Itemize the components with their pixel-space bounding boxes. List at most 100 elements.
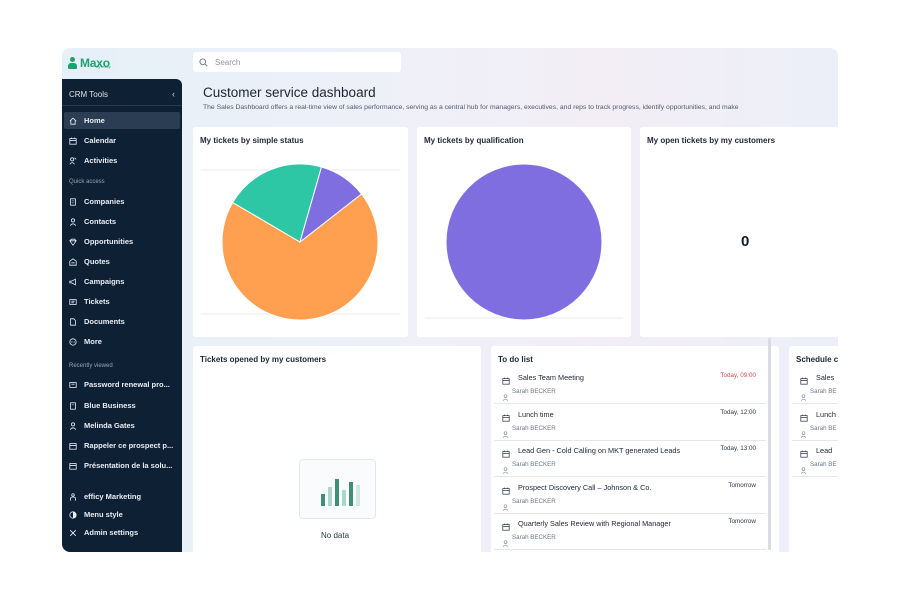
- calendar-icon: [69, 462, 77, 470]
- todo-title: Sales Team Meeting: [518, 373, 584, 382]
- more-icon: [69, 337, 77, 346]
- collapse-sidebar-icon[interactable]: ‹: [172, 89, 175, 99]
- sidebar-item-campaigns[interactable]: Campaigns: [64, 273, 180, 290]
- crm-tools-header: CRM Tools ‹: [69, 87, 175, 101]
- sidebar-item-label: Documents: [84, 317, 125, 326]
- card-tickets-by-qualification: My tickets by qualification: [417, 127, 631, 337]
- card-title: Tickets opened by my customers: [200, 355, 327, 364]
- todo-person: Sarah BECKER: [512, 461, 556, 468]
- todo-scrollbar[interactable]: [768, 338, 771, 550]
- todo-date: Today, 12:00: [720, 408, 756, 416]
- sidebar-item-companies[interactable]: Companies: [64, 193, 180, 210]
- todo-title: Lead Gen - Cold Calling on MKT generated…: [518, 446, 681, 455]
- todo-item[interactable]: Prospect Discovery Call – Johnson & Co. T…: [494, 477, 766, 514]
- crm-tools-title: CRM Tools: [69, 89, 108, 99]
- person-icon: [502, 534, 509, 547]
- calendar-icon: [502, 445, 510, 458]
- schedule-item[interactable]: Lead Sarah BE: [792, 440, 838, 477]
- recent-item-label: Rappeler ce prospect p...: [84, 441, 174, 450]
- sidebar-item-label: Tickets: [84, 297, 110, 306]
- recent-item-rappeler[interactable]: Rappeler ce prospect p...: [64, 437, 180, 454]
- todo-item[interactable]: Lead Gen - Cold Calling on MKT generated…: [494, 440, 766, 477]
- card-tickets-by-status: My tickets by simple status: [193, 127, 408, 337]
- schedule-person: Sarah BE: [810, 461, 837, 468]
- sidebar-item-activities[interactable]: Activities: [64, 152, 180, 169]
- todo-item[interactable]: Sales Team Meeting Today, 09:00 Sarah BECK…: [494, 367, 766, 404]
- recent-item-blue-business[interactable]: Blue Business: [64, 397, 180, 414]
- sidebar-item-admin-settings[interactable]: Admin settings: [64, 524, 180, 541]
- person-icon: [502, 388, 509, 401]
- todo-date: Tomorrow: [728, 518, 756, 525]
- ticket-icon: [69, 298, 77, 306]
- schedule-item[interactable]: Sales Sarah BE: [792, 367, 838, 404]
- calendar-icon: [502, 518, 510, 531]
- sidebar-item-contacts[interactable]: Contacts: [64, 213, 180, 230]
- sidebar-item-tickets[interactable]: Tickets: [64, 293, 180, 310]
- sidebar-item-label: More: [84, 337, 102, 346]
- pie-slice[interactable]: [299, 166, 363, 244]
- marketing-icon: [69, 492, 77, 501]
- search-bar[interactable]: [193, 52, 401, 72]
- maxo-logo-icon: [68, 57, 77, 69]
- page-description: The Sales Dashboard offers a real-time v…: [203, 104, 739, 111]
- search-icon: [199, 57, 208, 67]
- person-icon: [502, 425, 509, 438]
- sidebar-item-label: Calendar: [84, 136, 117, 145]
- recent-item-melinda-gates[interactable]: Melinda Gates: [64, 417, 180, 434]
- todo-person: Sarah BECKER: [512, 424, 556, 432]
- card-title: To do list: [498, 355, 533, 364]
- app-frame: Maxo by efficy CRM Tools ‹ Home Calendar…: [62, 48, 838, 552]
- sidebar-item-efficy-marketing[interactable]: efficy Marketing: [64, 488, 180, 505]
- todo-title: Quarterly Sales Review with Regional Man…: [518, 519, 671, 528]
- schedule-person: Sarah BE: [810, 388, 837, 395]
- sidebar-item-opportunities[interactable]: Opportunities: [64, 233, 180, 250]
- search-input[interactable]: [215, 57, 385, 67]
- pie-slice[interactable]: [445, 163, 603, 321]
- todo-title: Lunch time: [518, 409, 554, 419]
- person-icon: [800, 461, 807, 474]
- card-title: My tickets by qualification: [424, 136, 524, 145]
- todo-date: Today, 09:00: [720, 372, 756, 379]
- calendar-icon: [69, 442, 77, 450]
- person-icon: [800, 388, 807, 401]
- home-icon: [69, 117, 77, 125]
- activities-icon: [69, 156, 77, 165]
- sidebar-item-quotes[interactable]: Quotes: [64, 253, 180, 270]
- pie-slice[interactable]: [221, 193, 379, 321]
- recent-item-label: Melinda Gates: [84, 421, 135, 430]
- sidebar-divider: [62, 105, 182, 106]
- sidebar-item-menu-style[interactable]: Menu style: [64, 506, 180, 523]
- sidebar-item-more[interactable]: More: [64, 333, 180, 350]
- sidebar-item-calendar[interactable]: Calendar: [64, 132, 180, 149]
- recent-item-label: Password renewal pro...: [84, 380, 170, 389]
- card-schedule: Schedule c Sales Sarah BE Lunch Sarah BE Lea…: [789, 346, 838, 552]
- recent-item-label: Blue Business: [84, 401, 136, 410]
- calendar-icon: [69, 137, 77, 145]
- schedule-person: Sarah BE: [810, 424, 837, 432]
- card-todo-list: To do list Sales Team Meeting Today, 09:0…: [491, 346, 779, 552]
- page-title: Customer service dashboard: [203, 85, 376, 100]
- todo-item[interactable]: Lunch time Today, 12:00 Sarah BECKER: [494, 404, 766, 441]
- app-logo[interactable]: Maxo: [68, 54, 110, 72]
- sidebar-item-documents[interactable]: Documents: [64, 313, 180, 330]
- pie-slice[interactable]: [232, 163, 323, 243]
- recent-item-label: Présentation de la solu...: [84, 461, 173, 470]
- person-icon: [69, 421, 77, 430]
- todo-title: Prospect Discovery Call – Johnson & Co.: [518, 482, 652, 492]
- calendar-icon: [502, 372, 510, 385]
- schedule-title: Lead: [816, 446, 833, 455]
- schedule-title: Sales: [816, 373, 835, 382]
- schedule-item[interactable]: Lunch Sarah BE: [792, 404, 838, 441]
- todo-item[interactable]: Quarterly Sales Review with Regional Man…: [494, 513, 766, 550]
- no-data-label: No data: [321, 531, 350, 540]
- sidebar-item-home[interactable]: Home: [64, 112, 180, 129]
- recent-item-password-renewal[interactable]: Password renewal pro...: [64, 376, 180, 393]
- sidebar-item-label: Menu style: [84, 510, 123, 519]
- calendar-icon: [800, 372, 808, 385]
- recent-item-presentation[interactable]: Présentation de la solu...: [64, 457, 180, 474]
- calendar-icon: [502, 409, 510, 422]
- sidebar-item-label: Activities: [84, 156, 118, 165]
- ticket-icon: [69, 381, 77, 389]
- status-pie-chart: [201, 163, 400, 321]
- calendar-icon: [502, 482, 510, 495]
